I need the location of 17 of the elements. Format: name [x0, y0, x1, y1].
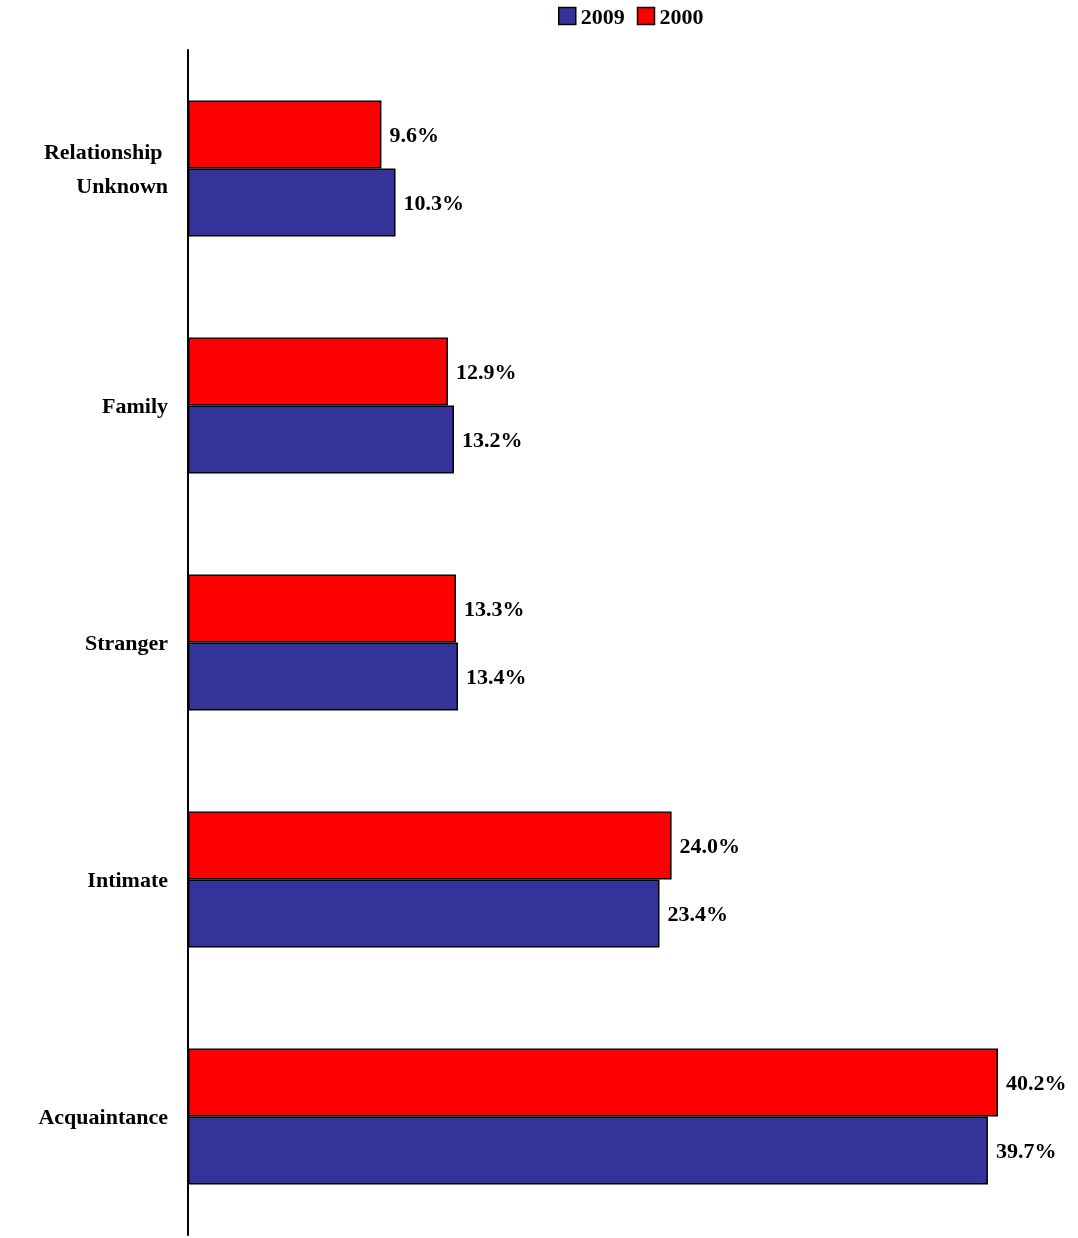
legend-label: 2000: [659, 3, 704, 29]
legend-label: 2009: [580, 3, 625, 29]
y-tick-label: Acquaintance: [38, 1104, 169, 1129]
y-tick-label: Family: [102, 393, 168, 418]
data-label: 12.9%: [455, 358, 517, 384]
y-tick-label: Intimate: [87, 867, 169, 892]
y-tick-label: Relationship Unknown: [43, 139, 168, 198]
data-label: 13.3%: [463, 595, 525, 621]
data-label: 24.0%: [679, 832, 741, 858]
data-label: 39.7%: [995, 1138, 1057, 1164]
data-label: 40.2%: [1006, 1069, 1067, 1095]
y-tick-label: Stranger: [84, 630, 169, 655]
data-label: 13.2%: [461, 427, 523, 453]
data-label: 13.4%: [466, 664, 527, 690]
data-label: 9.6%: [389, 121, 439, 147]
data-label: 23.4%: [667, 901, 728, 927]
data-label: 10.3%: [403, 190, 465, 216]
